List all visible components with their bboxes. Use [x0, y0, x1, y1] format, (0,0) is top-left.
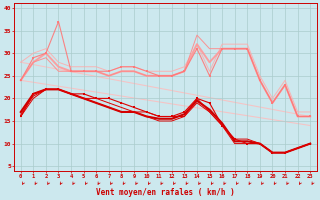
X-axis label: Vent moyen/en rafales ( km/h ): Vent moyen/en rafales ( km/h )	[96, 188, 235, 197]
